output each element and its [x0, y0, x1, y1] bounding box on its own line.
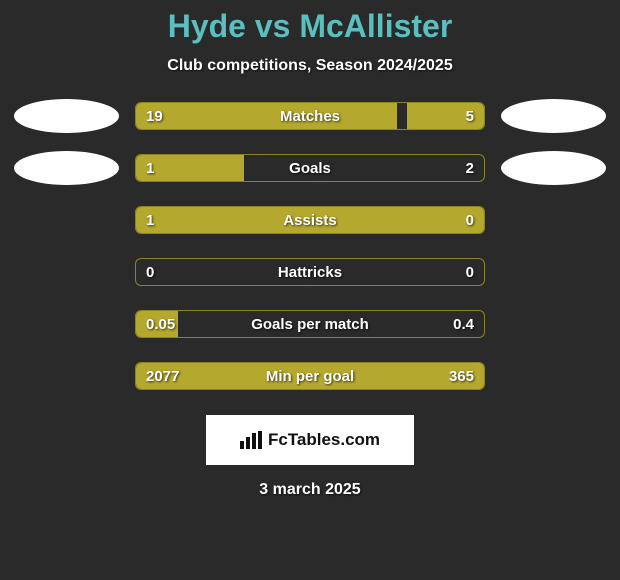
stat-label: Assists [136, 207, 484, 233]
avatar-spacer [14, 307, 119, 341]
avatar-spacer [501, 307, 606, 341]
player2-avatar [501, 151, 606, 185]
avatar-spacer [501, 359, 606, 393]
stat-bar: 0.050.4Goals per match [135, 310, 485, 338]
stat-bar: 195Matches [135, 102, 485, 130]
stat-row: 12Goals [0, 151, 620, 185]
brand-badge[interactable]: FcTables.com [206, 415, 414, 465]
stat-label: Goals per match [136, 311, 484, 337]
vs-text: vs [255, 8, 291, 44]
stat-label: Hattricks [136, 259, 484, 285]
stat-label: Min per goal [136, 363, 484, 389]
player1-name: Hyde [168, 8, 246, 44]
comparison-card: Hyde vs McAllister Club competitions, Se… [0, 0, 620, 499]
stat-label: Goals [136, 155, 484, 181]
brand-text: FcTables.com [268, 430, 380, 450]
avatar-spacer [14, 359, 119, 393]
subtitle: Club competitions, Season 2024/2025 [0, 57, 620, 75]
stat-bar: 12Goals [135, 154, 485, 182]
page-title: Hyde vs McAllister [0, 8, 620, 45]
chart-icon [240, 431, 262, 449]
stat-row: 195Matches [0, 99, 620, 133]
stat-label: Matches [136, 103, 484, 129]
stat-row: 00Hattricks [0, 255, 620, 289]
stat-row: 10Assists [0, 203, 620, 237]
avatar-spacer [501, 203, 606, 237]
stats-list: 195Matches 12Goals 10Assists 00Hattricks 0.0… [0, 99, 620, 393]
player1-avatar [14, 99, 119, 133]
stat-bar: 10Assists [135, 206, 485, 234]
stat-row: 2077365Min per goal [0, 359, 620, 393]
avatar-spacer [14, 255, 119, 289]
avatar-spacer [501, 255, 606, 289]
player2-name: McAllister [299, 8, 452, 44]
stat-bar: 00Hattricks [135, 258, 485, 286]
stat-row: 0.050.4Goals per match [0, 307, 620, 341]
stat-bar: 2077365Min per goal [135, 362, 485, 390]
player1-avatar [14, 151, 119, 185]
avatar-spacer [14, 203, 119, 237]
date-text: 3 march 2025 [0, 481, 620, 499]
player2-avatar [501, 99, 606, 133]
